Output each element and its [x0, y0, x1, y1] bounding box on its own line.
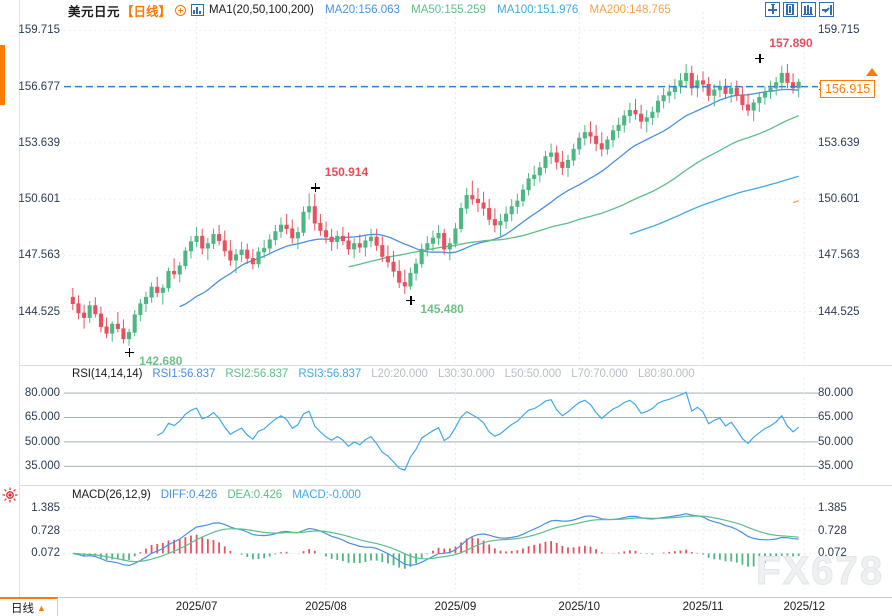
annotation-crosshair-icon: [755, 54, 765, 64]
axis-tick-label: 147.563: [18, 249, 60, 262]
annotation-high-150: 150.914: [324, 165, 369, 180]
price-chart-panel[interactable]: [64, 0, 818, 365]
axis-tick-label: 144.525: [18, 305, 60, 318]
settings-sun-icon[interactable]: [2, 487, 18, 503]
axis-tick-label: 80.000: [818, 387, 854, 400]
axis-tick-label: 0.072: [818, 547, 847, 560]
annotation-crosshair-icon: [310, 183, 320, 193]
annotation-low-145: 145.480: [420, 301, 464, 316]
macd-dea-value: DEA:0.426: [227, 489, 283, 501]
axis-tick-label: 153.639: [818, 136, 860, 149]
ma50-value: MA50:155.259: [411, 4, 486, 16]
ma20-value: MA20:156.063: [325, 4, 400, 16]
macd-label: MACD(26,12,9): [72, 489, 151, 501]
date-tick-label: 2025/08: [305, 601, 347, 613]
axis-tick-label: 65.000: [818, 411, 854, 424]
axis-tick-label: 0.728: [31, 524, 60, 537]
axis-tick-label: 159.715: [18, 24, 60, 37]
ma100-value: MA100:151.976: [497, 4, 579, 16]
rsi1-value: RSI1:56.837: [152, 368, 216, 380]
circle-plus-icon[interactable]: [175, 4, 187, 16]
scroll-right-icon[interactable]: [819, 2, 834, 17]
axis-tick-label: 0.072: [31, 547, 60, 560]
axis-tick-label: 50.000: [818, 435, 854, 448]
axis-tick-label: 35.000: [818, 460, 854, 473]
panel-divider-macd: [20, 485, 892, 486]
rsi-l80: L80:80.000: [637, 368, 695, 380]
date-tick-label: 2025/11: [682, 601, 724, 613]
crosshair-move-icon[interactable]: [765, 2, 780, 17]
panel-divider-rsi: [20, 365, 892, 366]
date-axis: 2025/07 2025/08 2025/09 2025/10 2025/11 2025/…: [20, 597, 892, 616]
axis-tick-label: 0.728: [818, 524, 847, 537]
axis-tick-label: 35.000: [24, 460, 60, 473]
rsi2-value: RSI2:56.837: [225, 368, 289, 380]
axis-tick-label: 1.385: [818, 501, 847, 514]
price-axis-left: 159.715 156.677 153.639 150.601 147.563 144.5…: [0, 0, 60, 365]
left-rail: [0, 0, 20, 597]
axis-tick-label: 150.601: [18, 193, 60, 206]
macd-legend: MACD(26,12,9) DIFF:0.426 DEA:0.426 MACD:…: [72, 489, 368, 501]
ma-legend: MA1(20,50,100,200) MA20:156.063 MA50:155…: [209, 4, 679, 16]
macd-diff-value: DIFF:0.426: [160, 489, 218, 501]
fit-width-icon[interactable]: [801, 2, 816, 17]
macd-chart-panel[interactable]: [64, 486, 818, 597]
vertical-scrollbar-thumb[interactable]: [0, 45, 5, 105]
axis-tick-label: 80.000: [24, 387, 60, 400]
rsi-l30: L30:30.000: [437, 368, 495, 380]
ma-legend-label: MA1(20,50,100,200): [209, 4, 314, 16]
annotation-crosshair-icon: [406, 295, 416, 305]
axis-tick-label: 50.000: [24, 435, 60, 448]
axis-tick-label: 1.385: [31, 501, 60, 514]
rsi-axis-left: 80.000 65.000 50.000 35.000: [0, 366, 60, 485]
macd-axis-right: 1.385 0.728 0.072: [818, 486, 878, 597]
date-tick-label: 2025/09: [434, 601, 477, 613]
annotation-high-157: 157.890: [769, 36, 813, 51]
period-tab-arrow-icon: ▲: [37, 602, 46, 613]
rsi-axis-right: 80.000 65.000 50.000 35.000: [818, 366, 878, 485]
axis-tick-label: 156.677: [18, 80, 60, 93]
rsi3-value: RSI3:56.837: [298, 368, 362, 380]
period-tab[interactable]: 日线 ▲: [0, 597, 58, 616]
rsi-l50: L50:50.000: [504, 368, 562, 380]
rsi-l70: L70:70.000: [571, 368, 628, 380]
date-tick-label: 2025/07: [175, 601, 218, 613]
macd-axis-left: 1.385 0.728 0.072: [0, 486, 60, 597]
axis-tick-label: 153.639: [18, 136, 60, 149]
date-tick-label: 2025/10: [558, 601, 601, 613]
axis-tick-label: 147.563: [818, 249, 860, 262]
current-price-tag[interactable]: 156.915: [820, 80, 876, 99]
symbol-period: 【日线】: [121, 4, 172, 19]
current-price-arrow-icon: [866, 68, 878, 77]
annotation-crosshair-icon: [125, 347, 135, 357]
axis-tick-label: 150.601: [818, 193, 860, 206]
axis-tick-label: 159.715: [818, 24, 860, 37]
ma200-value: MA200:148.765: [589, 4, 671, 16]
axis-tick-label: 144.525: [818, 305, 860, 318]
chart-icon[interactable]: [191, 4, 205, 16]
rsi-label: RSI(14,14,14): [72, 368, 143, 380]
rsi-l20: L20:20.000: [371, 368, 428, 380]
chart-title-bar: 美元日元 【日线】 MA1(20,50,100,200) MA20:156.06…: [68, 1, 679, 19]
date-tick-label: 2025/12: [783, 601, 826, 613]
fit-height-icon[interactable]: [783, 2, 798, 17]
chart-toolbar: [765, 2, 834, 17]
macd-macd-value: MACD:-0.000: [292, 489, 361, 501]
rsi-chart-panel[interactable]: [64, 366, 818, 485]
price-axis-right: 159.715156.677153.639150.601147.563144.5…: [818, 0, 878, 365]
symbol-name: 美元日元: [68, 4, 121, 19]
period-tab-label: 日线: [11, 602, 35, 615]
axis-tick-label: 65.000: [24, 411, 60, 424]
rsi-legend: RSI(14,14,14) RSI1:56.837 RSI2:56.837 RS…: [72, 368, 702, 380]
annotation-low-142: 142.680: [139, 353, 183, 368]
